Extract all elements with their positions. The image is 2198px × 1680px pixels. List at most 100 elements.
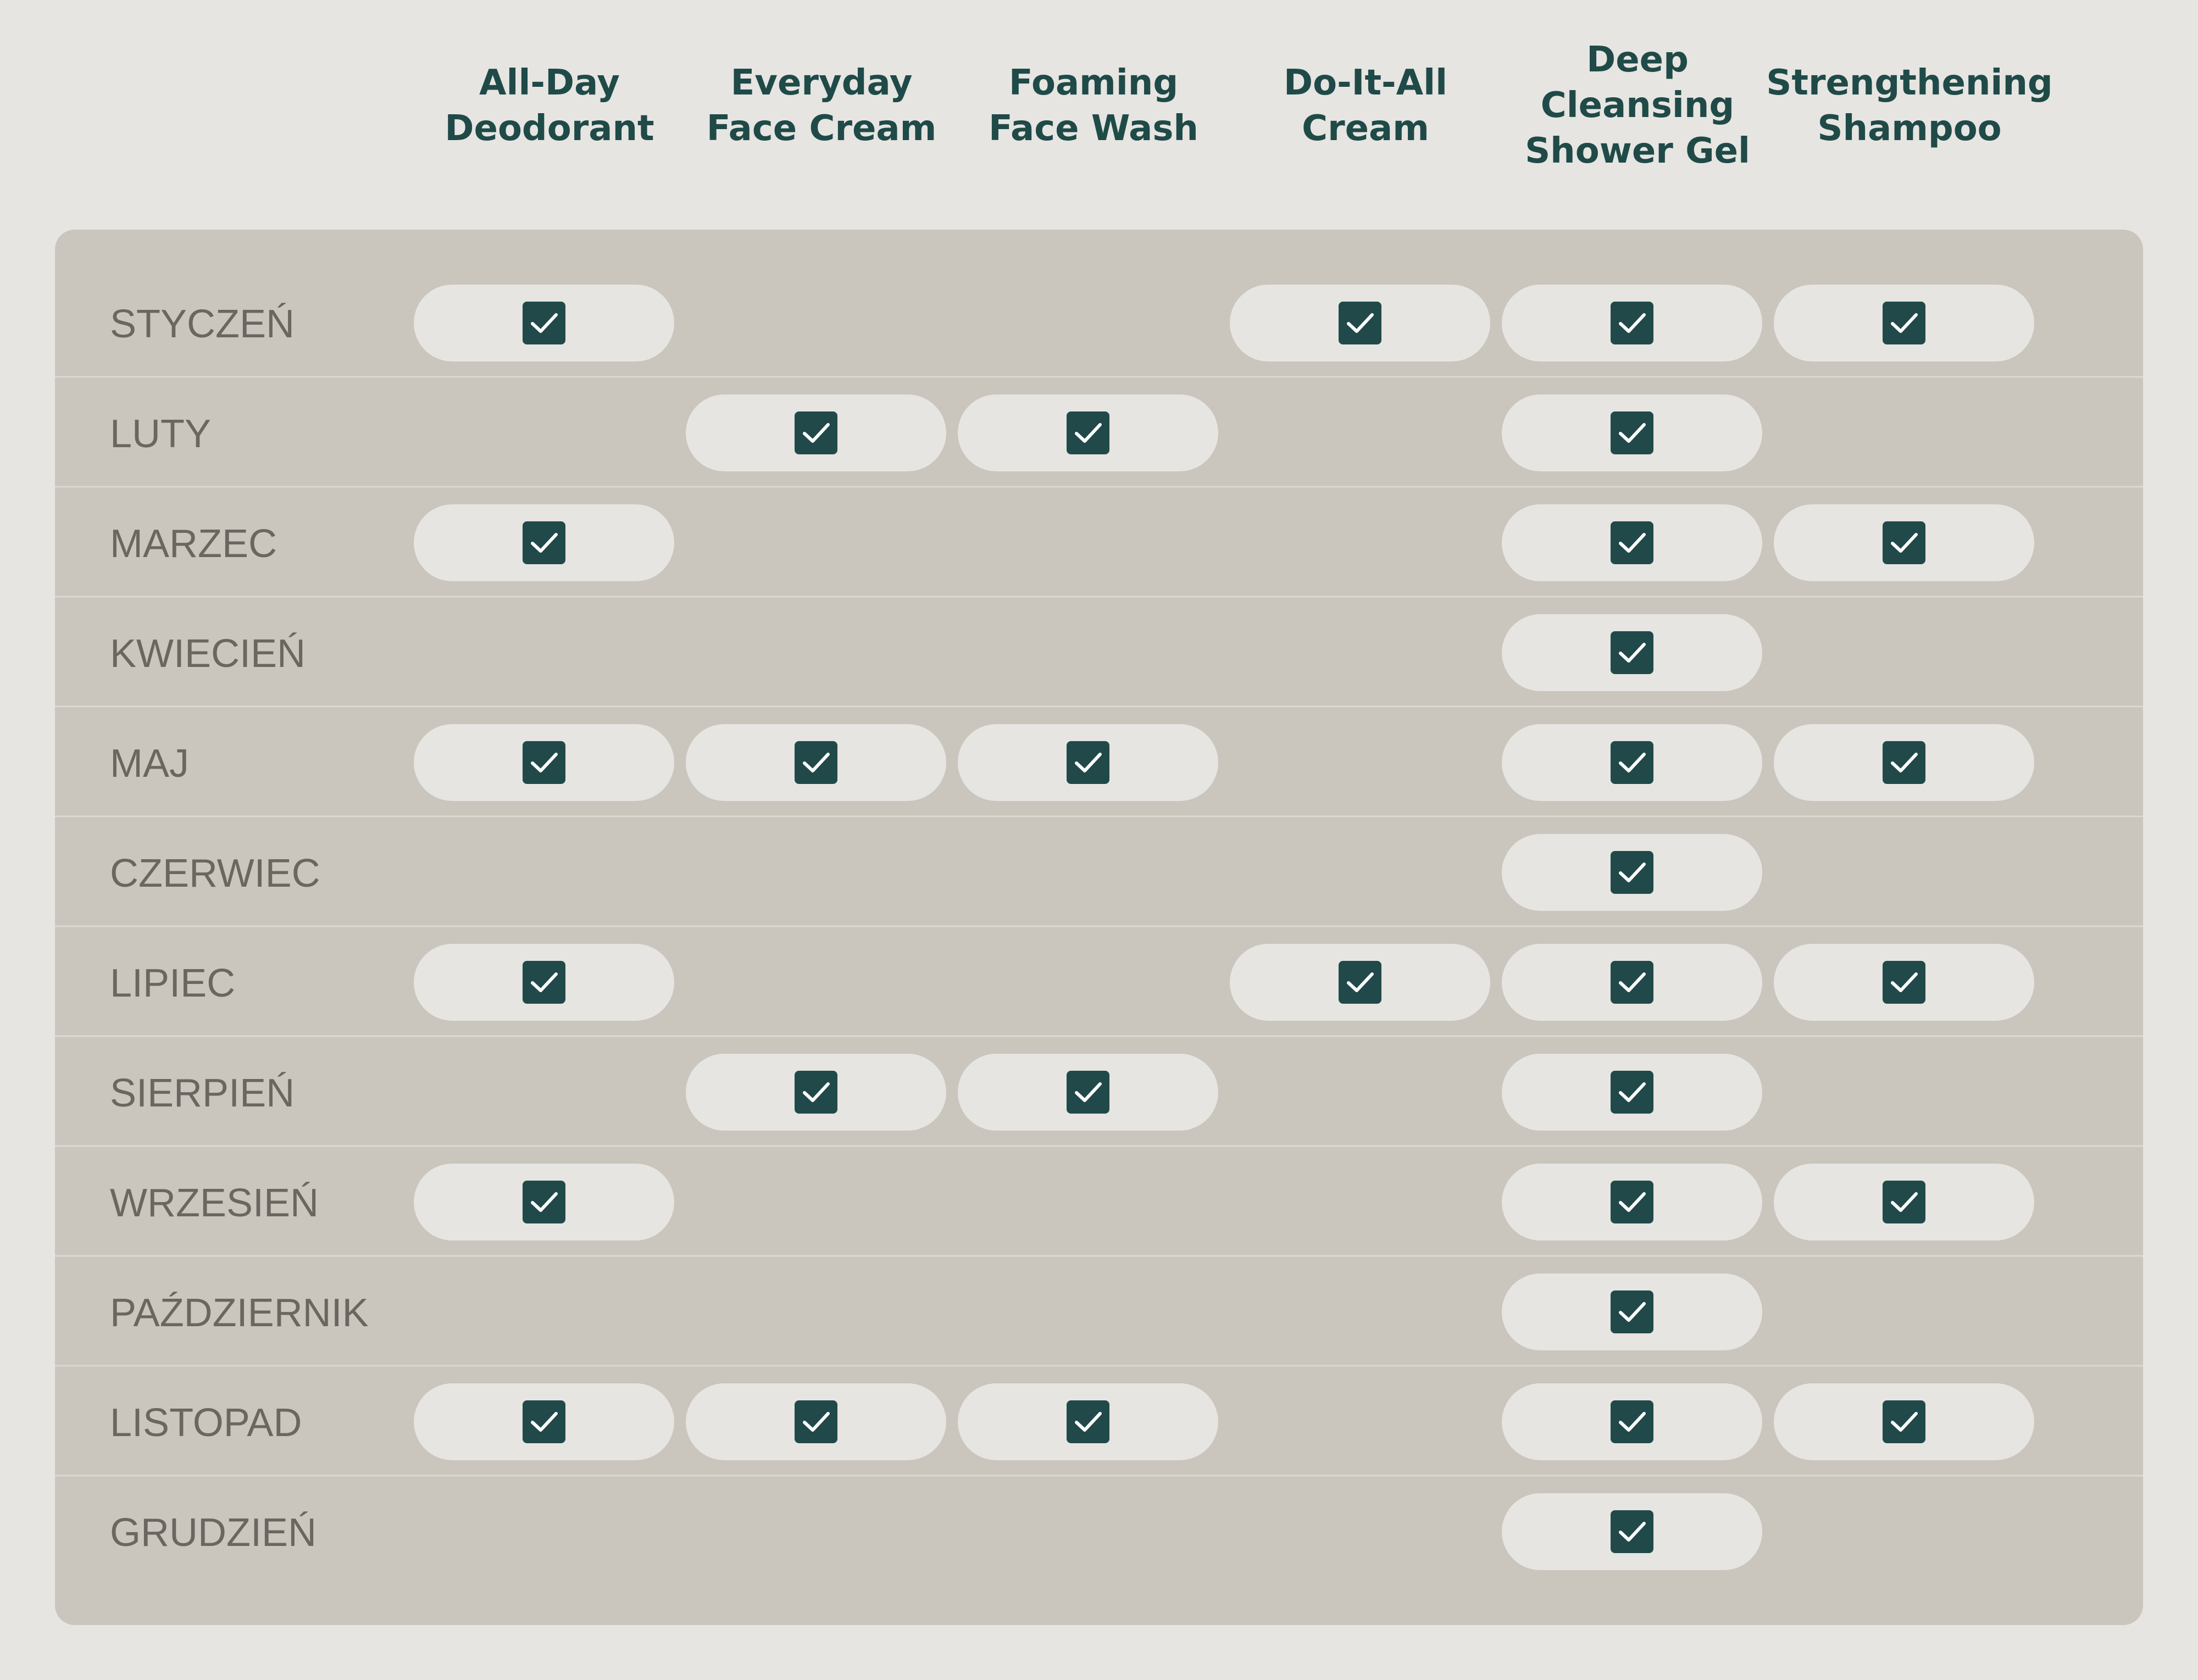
check-icon (531, 753, 558, 772)
check-icon (1075, 423, 1102, 443)
check-icon (1619, 1082, 1646, 1102)
checkbox (1611, 411, 1653, 454)
checkbox (1067, 741, 1109, 784)
checkbox (1883, 961, 1925, 1004)
check-cell (1774, 1164, 2034, 1240)
check-cell (1502, 1164, 1762, 1240)
table-row: MAJ (55, 705, 2143, 801)
checkbox (523, 961, 565, 1004)
check-cell (1774, 944, 2034, 1021)
check-cell (958, 1054, 1218, 1131)
check-icon (1347, 972, 1374, 992)
check-cell (958, 724, 1218, 801)
check-icon (1619, 753, 1646, 772)
checkbox (795, 411, 837, 454)
check-cell (958, 1383, 1218, 1460)
checkbox (1611, 1510, 1653, 1553)
check-cell (686, 1383, 946, 1460)
column-header-line: Shampoo (1817, 108, 2001, 149)
table-row: LISTOPAD (55, 1365, 2143, 1460)
column-header: Do-It-All Cream (1284, 63, 1447, 149)
check-icon (803, 753, 830, 772)
row-label: GRUDZIEŃ (110, 1511, 317, 1555)
check-icon (1619, 1522, 1646, 1542)
column-header: Everyday Face Cream (707, 63, 937, 149)
check-cell (1774, 504, 2034, 581)
check-cell (1502, 394, 1762, 471)
column-header-line: Deep (1586, 40, 1689, 80)
check-icon (1075, 1082, 1102, 1102)
check-icon (1891, 1192, 1918, 1212)
row-label: LUTY (110, 412, 211, 456)
check-icon (1891, 972, 1918, 992)
checkbox (1611, 851, 1653, 894)
checkbox (1611, 1290, 1653, 1333)
check-cell (1502, 1493, 1762, 1570)
check-cell (686, 1054, 946, 1131)
check-cell (1774, 285, 2034, 361)
check-cell (958, 394, 1218, 471)
checkbox (523, 1181, 565, 1223)
check-cell (686, 394, 946, 471)
checkbox (1067, 411, 1109, 454)
check-icon (1619, 533, 1646, 553)
checkbox (1883, 1181, 1925, 1223)
check-icon (531, 313, 558, 333)
check-icon (1075, 753, 1102, 772)
check-cell (1502, 1383, 1762, 1460)
check-icon (1347, 313, 1374, 333)
table-row: KWIECIEŃ (55, 596, 2143, 691)
table-row: LIPIEC (55, 925, 2143, 1021)
check-cell (1502, 1273, 1762, 1350)
checkbox (523, 1400, 565, 1443)
check-cell (1774, 724, 2034, 801)
table-row: LUTY (55, 376, 2143, 471)
column-header-line: Face Wash (989, 108, 1198, 149)
check-cell (686, 724, 946, 801)
row-label: KWIECIEŃ (110, 632, 306, 676)
checkbox (795, 1400, 837, 1443)
column-header-line: Shower Gel (1525, 131, 1750, 171)
check-cell (1230, 285, 1490, 361)
check-icon (1891, 313, 1918, 333)
check-cell (1230, 944, 1490, 1021)
row-label: MAJ (110, 742, 189, 786)
row-label: PAŹDZIERNIK (110, 1291, 369, 1335)
check-icon (1619, 972, 1646, 992)
checkbox (523, 302, 565, 344)
checkbox (1611, 961, 1653, 1004)
check-cell (1502, 834, 1762, 911)
check-cell (414, 285, 674, 361)
check-cell (1774, 1383, 2034, 1460)
checkbox (1883, 521, 1925, 564)
check-icon (1619, 423, 1646, 443)
column-header: Deep Cleansing Shower Gel (1525, 40, 1750, 171)
column-header: All-Day Deodorant (445, 63, 654, 149)
check-cell (414, 1164, 674, 1240)
check-cell (1502, 504, 1762, 581)
column-header: Strengthening Shampoo (1766, 63, 2052, 149)
checkbox (1883, 741, 1925, 784)
row-label: LISTOPAD (110, 1401, 302, 1445)
check-cell (1502, 614, 1762, 691)
check-icon (1891, 533, 1918, 553)
checkbox (1339, 302, 1381, 344)
column-header-line: Do-It-All (1284, 63, 1447, 103)
check-icon (1619, 1412, 1646, 1432)
checkbox (523, 741, 565, 784)
checkbox (1611, 302, 1653, 344)
checkbox (1067, 1071, 1109, 1114)
checkbox (1611, 1181, 1653, 1223)
checkbox (1611, 1400, 1653, 1443)
row-label: STYCZEŃ (110, 302, 295, 346)
checkbox (1883, 302, 1925, 344)
checkbox (1339, 961, 1381, 1004)
table-row: WRZESIEŃ (55, 1145, 2143, 1240)
column-header-line: Deodorant (445, 108, 654, 149)
table-rows: STYCZEŃ LUTY MARZEC KWIECIEŃ MAJ CZERWIEC LIPI… (55, 285, 2143, 1570)
row-label: LIPIEC (110, 961, 235, 1005)
check-cell (414, 504, 674, 581)
check-cell (1502, 285, 1762, 361)
row-label: WRZESIEŃ (110, 1181, 319, 1225)
row-label: SIERPIEŃ (110, 1071, 295, 1115)
